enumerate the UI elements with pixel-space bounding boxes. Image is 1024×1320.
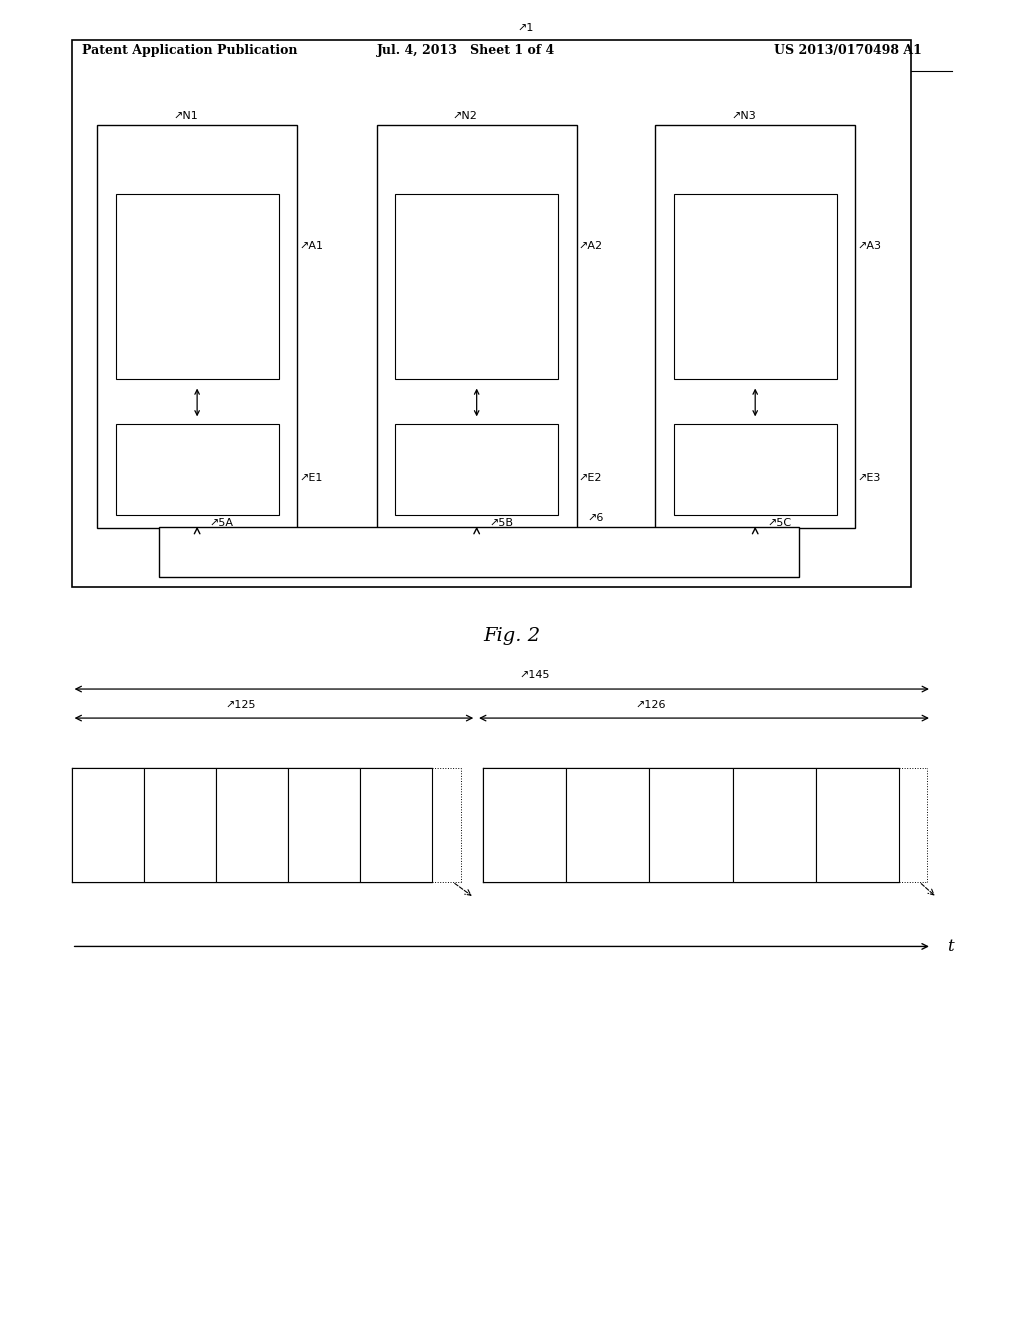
Bar [72, 40, 911, 587]
Bar [395, 424, 558, 515]
Bar [159, 527, 799, 577]
Text: ↗126: ↗126 [636, 700, 667, 710]
Text: ↗A2: ↗A2 [579, 242, 603, 251]
Text: ↗A1: ↗A1 [299, 242, 323, 251]
Text: ↗E3: ↗E3 [857, 473, 881, 483]
Text: ↗145: ↗145 [519, 669, 550, 680]
Text: ↗5A: ↗5A [210, 519, 233, 528]
Text: ↗N2: ↗N2 [453, 111, 477, 121]
Bar [216, 768, 288, 882]
Text: Patent Application Publication: Patent Application Publication [82, 44, 297, 57]
Bar [732, 768, 815, 882]
Text: S5: S5 [389, 826, 403, 836]
Text: Fig. 2: Fig. 2 [483, 627, 541, 645]
Text: S11: S11 [599, 826, 617, 836]
Bar [395, 194, 558, 379]
Bar [359, 768, 432, 882]
Text: S12: S12 [682, 826, 700, 836]
Bar [674, 424, 837, 515]
Bar [72, 768, 143, 882]
Text: ↗125: ↗125 [225, 700, 256, 710]
Bar [483, 768, 566, 882]
Text: ↗N1: ↗N1 [173, 111, 198, 121]
Bar [116, 194, 279, 379]
Bar [655, 125, 855, 528]
Text: ↗6: ↗6 [588, 512, 604, 523]
Text: S3: S3 [245, 826, 259, 836]
Bar [143, 768, 216, 882]
Bar [116, 424, 279, 515]
Text: US 2013/0170498 A1: US 2013/0170498 A1 [774, 44, 922, 57]
Text: ↗E1: ↗E1 [299, 473, 323, 483]
Text: ↗1: ↗1 [517, 22, 534, 33]
Bar [288, 768, 359, 882]
Bar [566, 768, 649, 882]
Bar [97, 125, 297, 528]
Text: t: t [947, 939, 953, 954]
Text: ↗N3: ↗N3 [731, 111, 756, 121]
Text: ↗5C: ↗5C [768, 519, 792, 528]
Bar [674, 194, 837, 379]
Bar [815, 768, 899, 882]
Text: ↗5B: ↗5B [489, 519, 513, 528]
Text: ↗A3: ↗A3 [857, 242, 881, 251]
Text: S14: S14 [848, 826, 866, 836]
Bar [377, 125, 577, 528]
Text: S4: S4 [316, 826, 331, 836]
Text: Jul. 4, 2013   Sheet 1 of 4: Jul. 4, 2013 Sheet 1 of 4 [377, 44, 555, 57]
Text: Fig. 1: Fig. 1 [483, 132, 541, 150]
Text: S1: S1 [100, 826, 115, 836]
Text: S13: S13 [765, 826, 783, 836]
Text: S10: S10 [516, 826, 535, 836]
Text: ↗E2: ↗E2 [579, 473, 602, 483]
Bar [649, 768, 732, 882]
Text: S2: S2 [173, 826, 187, 836]
